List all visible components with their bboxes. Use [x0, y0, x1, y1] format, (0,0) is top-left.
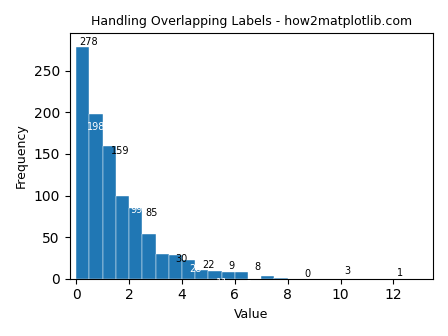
Bar [116, 196, 129, 279]
Text: 8: 8 [254, 262, 261, 272]
Text: 30: 30 [175, 254, 188, 264]
Bar [155, 254, 169, 279]
Text: 99: 99 [130, 205, 142, 215]
Bar [103, 146, 116, 279]
X-axis label: Value: Value [234, 308, 268, 321]
Bar [129, 208, 142, 279]
Bar [208, 271, 222, 279]
Text: 8: 8 [245, 280, 251, 290]
Bar [195, 269, 208, 279]
Bar [222, 272, 235, 279]
Text: 0: 0 [305, 269, 310, 279]
Text: 198: 198 [87, 122, 105, 132]
Bar [169, 255, 182, 279]
Title: Handling Overlapping Labels - how2matplotlib.com: Handling Overlapping Labels - how2matplo… [91, 15, 412, 28]
Text: 22: 22 [202, 260, 214, 270]
Text: 1: 1 [397, 268, 403, 278]
Text: 85: 85 [145, 208, 157, 218]
Bar [261, 276, 275, 279]
Text: 28: 28 [189, 264, 201, 274]
Bar [76, 47, 90, 279]
Bar [182, 260, 195, 279]
Text: 159: 159 [111, 146, 129, 157]
Bar [275, 278, 288, 279]
Text: 3: 3 [344, 266, 350, 276]
Bar [235, 272, 248, 279]
Text: 54: 54 [163, 242, 175, 252]
Text: 278: 278 [79, 38, 98, 47]
Text: 9: 9 [228, 261, 234, 271]
Y-axis label: Frequency: Frequency [15, 124, 28, 188]
Bar [90, 114, 103, 279]
Text: 11: 11 [215, 278, 228, 288]
Bar [142, 234, 155, 279]
